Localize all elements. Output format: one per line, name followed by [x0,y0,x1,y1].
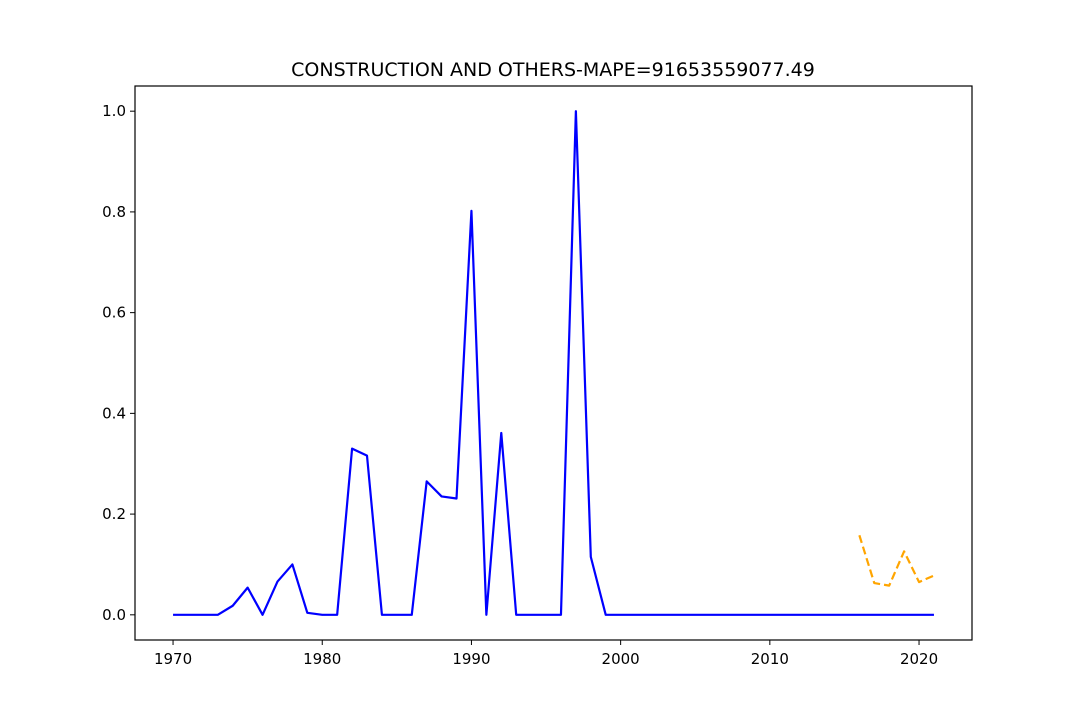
x-tick-label: 1970 [154,650,192,668]
x-axis: 1970 1980 1990 2000 2010 2020 [154,640,938,668]
series-line-0 [173,110,934,616]
x-tick-label: 2020 [900,650,938,668]
chart-title: CONSTRUCTION AND OTHERS-MAPE=91653559077… [291,59,815,81]
y-tick-label: 1.0 [102,102,126,120]
plot-frame [134,85,973,641]
y-tick-label: 0.6 [102,304,126,322]
series-layer [173,110,935,616]
y-axis: 0.0 0.2 0.4 0.6 0.8 1.0 [102,102,135,624]
x-tick-label: 2000 [602,650,640,668]
x-tick-label: 1990 [452,650,490,668]
series-line-1 [858,534,935,587]
y-tick-label: 0.8 [102,203,126,221]
y-tick-label: 0.0 [102,606,126,624]
y-tick-label: 0.2 [102,505,126,523]
y-tick-label: 0.4 [102,404,126,422]
x-tick-label: 2010 [751,650,789,668]
x-tick-label: 1980 [303,650,341,668]
